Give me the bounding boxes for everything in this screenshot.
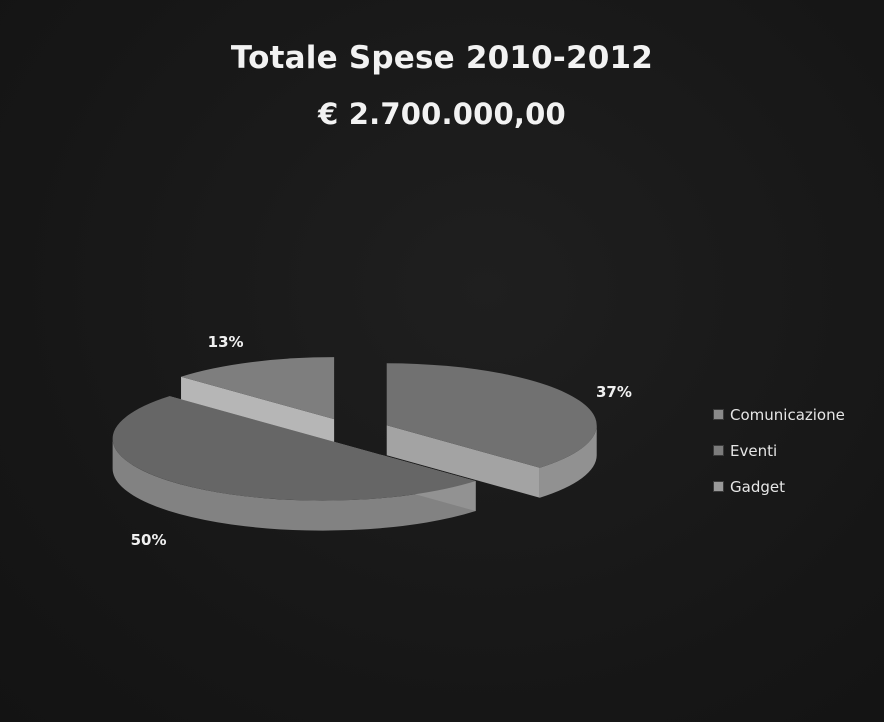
chart-title: Totale Spese 2010-2012 [230, 40, 654, 76]
pie-cutface-gadget-0 [181, 376, 335, 450]
legend-swatch-comunicazione [713, 409, 724, 420]
chart-legend: Comunicazione Eventi Gadget [713, 405, 845, 513]
chart-subtitle: € 2.700.000,00 [318, 97, 566, 131]
legend-label-eventi: Eventi [730, 441, 778, 460]
legend-swatch-eventi [713, 445, 724, 456]
legend-label-comunicazione: Comunicazione [730, 405, 845, 424]
data-label-gadget: 13% [208, 333, 244, 351]
legend-item-gadget: Gadget [713, 477, 845, 496]
legend-item-eventi: Eventi [713, 441, 845, 460]
pie-slice-eventi [112, 396, 476, 531]
pie-slice-gadget [181, 357, 335, 450]
pie-wall-eventi [112, 438, 476, 531]
legend-item-comunicazione: Comunicazione [713, 405, 845, 424]
data-label-eventi: 50% [131, 531, 167, 549]
data-label-comunicazione: 37% [596, 383, 632, 401]
pie-wall-comunicazione [539, 425, 597, 498]
pie-top-eventi [112, 396, 476, 501]
legend-label-gadget: Gadget [730, 477, 785, 496]
pie-top-comunicazione [386, 363, 597, 468]
pie-top-gadget [181, 357, 335, 420]
pie-slice-comunicazione [386, 363, 597, 498]
legend-swatch-gadget [713, 481, 724, 492]
pie-cutface-comunicazione-1 [386, 425, 540, 498]
